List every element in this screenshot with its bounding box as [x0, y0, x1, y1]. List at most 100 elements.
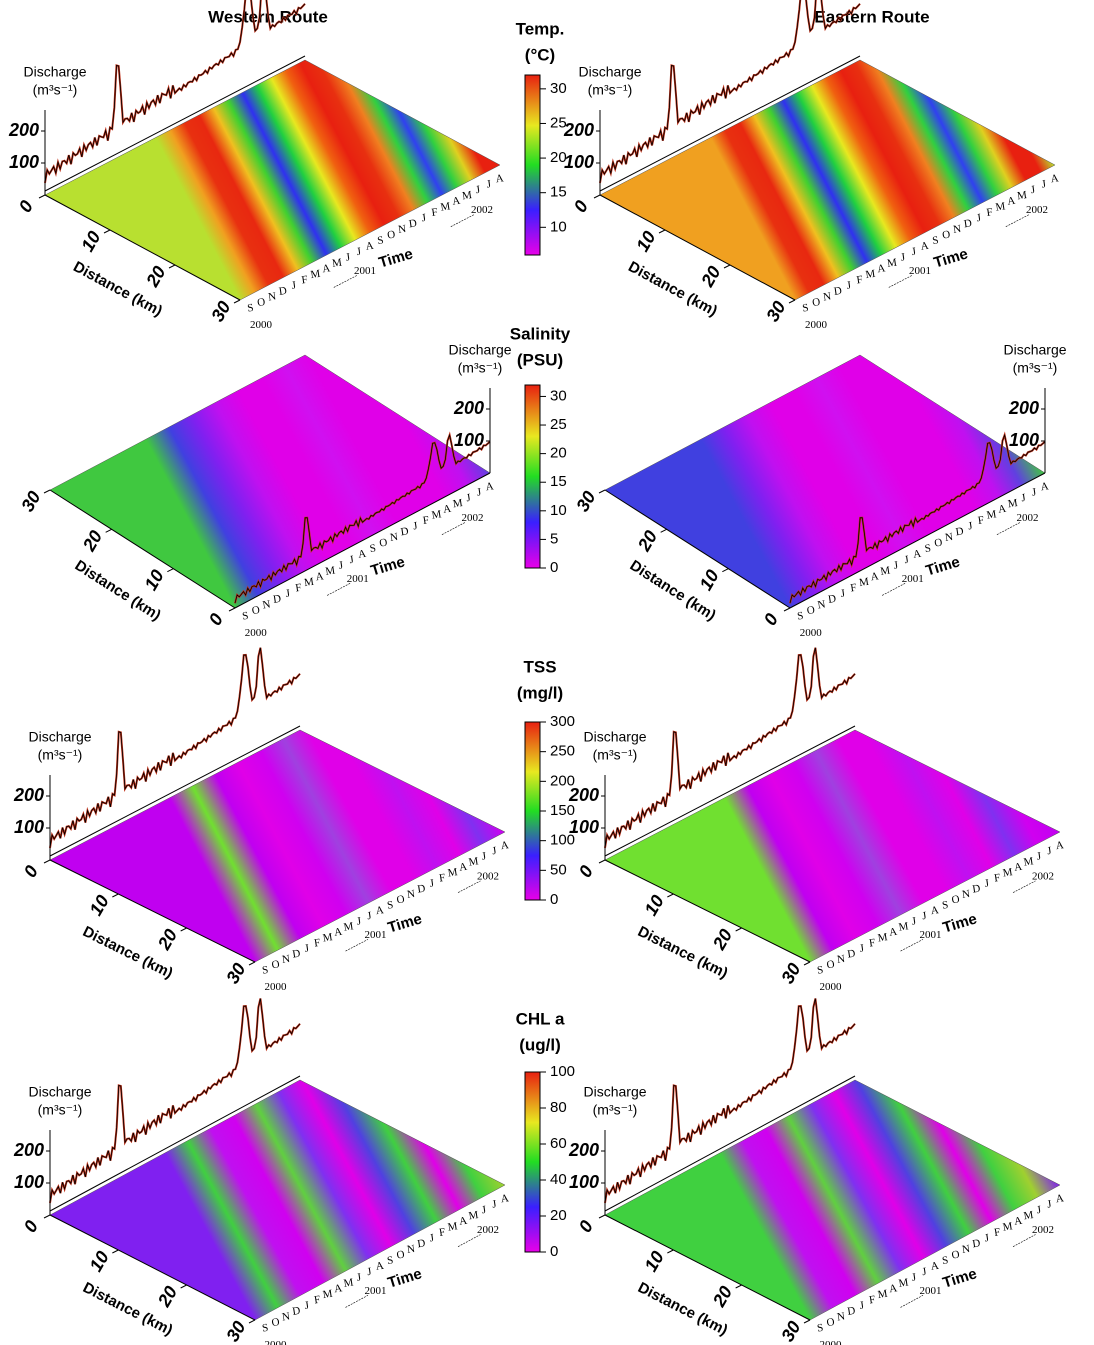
month-label: F	[313, 1294, 321, 1307]
surface	[44, 59, 501, 301]
month-label: A	[1013, 1215, 1023, 1228]
frame	[44, 55, 306, 192]
month-label: J	[356, 246, 363, 259]
month-label: J	[491, 845, 498, 858]
discharge-line-dark	[234, 433, 491, 604]
month-label: M	[440, 200, 452, 213]
month-label: N	[397, 223, 407, 236]
surface	[604, 729, 1061, 963]
month-label: A	[876, 262, 886, 275]
distance-tick	[667, 893, 674, 898]
discharge-label: Discharge	[23, 64, 86, 80]
distance-tick-label: 0	[575, 1217, 597, 1236]
month-label: S	[816, 1322, 824, 1335]
time-label: Time	[386, 910, 424, 936]
month-label: A	[333, 1282, 343, 1295]
month-label: S	[941, 1254, 949, 1267]
month-label: J	[481, 1204, 488, 1217]
month-label: A	[321, 262, 331, 275]
month-label: J	[1041, 178, 1048, 191]
discharge-label: Discharge	[583, 729, 646, 745]
distance-tick	[43, 859, 51, 864]
distance-tick-label: 30	[17, 488, 44, 515]
year-span	[1005, 214, 1030, 227]
month-label: M	[986, 508, 998, 521]
distance-tick	[248, 961, 256, 966]
time-label: Time	[941, 910, 979, 936]
month-label: N	[822, 290, 832, 303]
colorbar-unit: (ug/l)	[519, 1035, 561, 1054]
distance-axis	[44, 194, 241, 301]
colorbar-tick-label: 0	[550, 559, 558, 576]
month-label: O	[806, 604, 816, 617]
month-label: F	[295, 582, 303, 595]
distance-tick	[593, 194, 601, 199]
month-label: S	[247, 302, 255, 315]
month-label: J	[911, 915, 918, 928]
year-label: 2001	[365, 1285, 387, 1297]
month-label: A	[920, 240, 930, 253]
month-label: J	[984, 1232, 991, 1245]
discharge-line-dark	[604, 998, 856, 1204]
distance-tick	[180, 927, 187, 932]
month-label: O	[396, 1249, 406, 1262]
discharge-tick-label: 100	[564, 152, 594, 172]
colorbar-title: CHL a	[516, 1009, 565, 1028]
month-label: F	[986, 206, 994, 219]
month-label: J	[345, 251, 352, 264]
distance-tick-label: 0	[760, 610, 782, 629]
column-title: Eastern Route	[814, 7, 929, 26]
month-label: S	[816, 964, 824, 977]
month-label: F	[993, 1226, 1001, 1239]
frame	[234, 472, 491, 609]
month-label: F	[993, 872, 1001, 885]
year-label: 2002	[471, 204, 493, 216]
month-label: M	[322, 931, 334, 944]
month-label: N	[836, 1310, 846, 1323]
distance-tick	[43, 1214, 51, 1219]
month-label: O	[386, 229, 396, 242]
distance-tick	[598, 1214, 606, 1219]
distance-tick	[167, 568, 174, 573]
month-label: S	[796, 610, 804, 623]
distance-tick	[43, 489, 51, 494]
distance-tick	[233, 299, 241, 304]
month-label: N	[281, 1310, 291, 1323]
discharge-unit: (m³s⁻¹)	[38, 747, 83, 763]
month-label: J	[984, 877, 991, 890]
distance-tick-label: 30	[762, 298, 789, 325]
month-label: A	[442, 503, 452, 516]
month-label: O	[826, 1316, 836, 1329]
colorbar-tick-label: 25	[550, 114, 567, 131]
colorbar-tick-label: 100	[550, 1063, 575, 1080]
month-label: N	[961, 888, 971, 901]
month-label: N	[267, 290, 277, 303]
distance-tick	[168, 264, 176, 269]
colorbar-tick-label: 100	[550, 832, 575, 849]
year-span	[1012, 1234, 1036, 1247]
year-span	[345, 1295, 369, 1308]
year-label: 2002	[477, 871, 499, 883]
month-label: M	[1023, 1209, 1035, 1222]
year-label: 2002	[1026, 204, 1048, 216]
month-label: J	[475, 184, 482, 197]
month-label: O	[271, 1316, 281, 1329]
distance-tick	[112, 1249, 119, 1254]
month-label: J	[1031, 486, 1038, 499]
month-label: A	[912, 548, 922, 561]
month-label: M	[886, 256, 898, 269]
year-label: 2000	[805, 319, 828, 331]
month-label: J	[366, 910, 373, 923]
month-label: M	[303, 576, 315, 589]
year-span	[327, 583, 351, 596]
colorbar	[524, 384, 541, 569]
distance-tick-label: 20	[708, 1283, 736, 1311]
month-label: N	[389, 531, 399, 544]
discharge-label: Discharge	[1003, 342, 1066, 358]
distance-tick	[658, 229, 666, 234]
month-label: A	[1055, 1192, 1065, 1205]
colorbar-tick-label: 10	[550, 502, 567, 519]
colorbar-tick-label: 50	[550, 861, 567, 878]
month-label: A	[500, 1192, 510, 1205]
month-label: F	[868, 1294, 876, 1307]
